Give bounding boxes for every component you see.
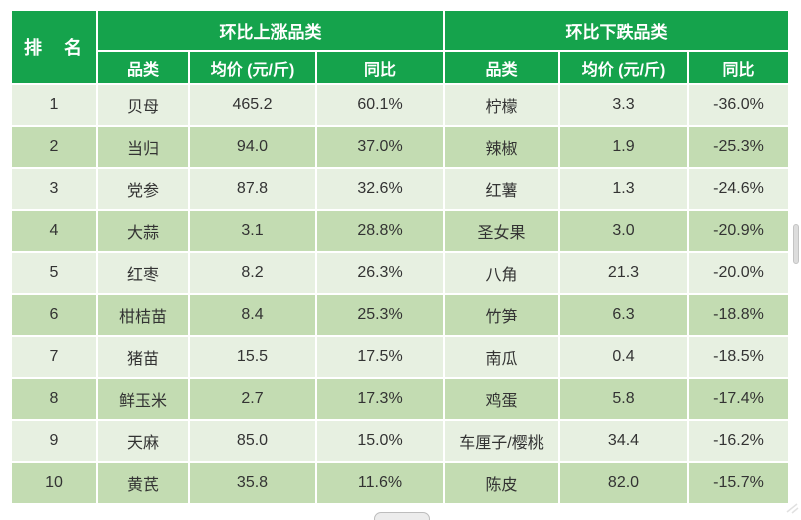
up-price-header: 均价 (元/斤)	[190, 52, 315, 83]
table-row: 7 猪苗 15.5 17.5% 南瓜 0.4 -18.5%	[12, 337, 788, 377]
up-category-cell: 黄芪	[98, 463, 188, 503]
down-price-cell: 5.8	[560, 379, 687, 419]
down-yoy-header: 同比	[689, 52, 788, 83]
price-comparison-table: 排 名 环比上涨品类 环比下跌品类 品类 均价 (元/斤) 同比 品类 均价 (…	[10, 9, 790, 505]
up-yoy-header: 同比	[317, 52, 443, 83]
up-price-cell: 2.7	[190, 379, 315, 419]
up-yoy-cell: 11.6%	[317, 463, 443, 503]
up-price-cell: 8.4	[190, 295, 315, 335]
down-category-cell: 陈皮	[445, 463, 558, 503]
up-category-cell: 贝母	[98, 85, 188, 125]
down-yoy-cell: -25.3%	[689, 127, 788, 167]
down-category-cell: 红薯	[445, 169, 558, 209]
rank-cell: 8	[12, 379, 96, 419]
up-category-cell: 天麻	[98, 421, 188, 461]
up-category-cell: 红枣	[98, 253, 188, 293]
up-category-cell: 当归	[98, 127, 188, 167]
down-category-cell: 圣女果	[445, 211, 558, 251]
down-category-cell: 八角	[445, 253, 558, 293]
up-yoy-cell: 15.0%	[317, 421, 443, 461]
table-row: 6 柑桔苗 8.4 25.3% 竹笋 6.3 -18.8%	[12, 295, 788, 335]
down-yoy-cell: -18.8%	[689, 295, 788, 335]
rank-cell: 6	[12, 295, 96, 335]
rank-cell: 10	[12, 463, 96, 503]
horizontal-scrollbar-thumb[interactable]	[374, 512, 430, 520]
down-category-cell: 辣椒	[445, 127, 558, 167]
up-yoy-cell: 37.0%	[317, 127, 443, 167]
down-price-cell: 0.4	[560, 337, 687, 377]
down-category-cell: 南瓜	[445, 337, 558, 377]
down-price-cell: 1.9	[560, 127, 687, 167]
table-row: 5 红枣 8.2 26.3% 八角 21.3 -20.0%	[12, 253, 788, 293]
down-price-cell: 3.0	[560, 211, 687, 251]
rank-cell: 3	[12, 169, 96, 209]
up-price-cell: 85.0	[190, 421, 315, 461]
up-price-cell: 15.5	[190, 337, 315, 377]
down-yoy-cell: -24.6%	[689, 169, 788, 209]
table-body: 1 贝母 465.2 60.1% 柠檬 3.3 -36.0% 2 当归 94.0 37.0% 辣椒 1.…	[12, 85, 788, 503]
down-price-cell: 82.0	[560, 463, 687, 503]
table-row: 4 大蒜 3.1 28.8% 圣女果 3.0 -20.9%	[12, 211, 788, 251]
down-price-cell: 21.3	[560, 253, 687, 293]
down-price-cell: 3.3	[560, 85, 687, 125]
down-category-cell: 鸡蛋	[445, 379, 558, 419]
down-price-cell: 34.4	[560, 421, 687, 461]
group-header-rising: 环比上涨品类	[98, 11, 443, 50]
down-category-header: 品类	[445, 52, 558, 83]
table-row: 9 天麻 85.0 15.0% 车厘子/樱桃 34.4 -16.2%	[12, 421, 788, 461]
down-yoy-cell: -20.9%	[689, 211, 788, 251]
rank-cell: 4	[12, 211, 96, 251]
up-yoy-cell: 32.6%	[317, 169, 443, 209]
up-yoy-cell: 28.8%	[317, 211, 443, 251]
up-yoy-cell: 26.3%	[317, 253, 443, 293]
down-yoy-cell: -15.7%	[689, 463, 788, 503]
up-price-cell: 94.0	[190, 127, 315, 167]
table-row: 10 黄芪 35.8 11.6% 陈皮 82.0 -15.7%	[12, 463, 788, 503]
down-category-cell: 柠檬	[445, 85, 558, 125]
down-price-header: 均价 (元/斤)	[560, 52, 687, 83]
rank-cell: 5	[12, 253, 96, 293]
up-price-cell: 465.2	[190, 85, 315, 125]
up-price-cell: 87.8	[190, 169, 315, 209]
up-price-cell: 35.8	[190, 463, 315, 503]
rank-cell: 1	[12, 85, 96, 125]
down-price-cell: 6.3	[560, 295, 687, 335]
vertical-scrollbar-thumb[interactable]	[793, 224, 799, 264]
table-row: 2 当归 94.0 37.0% 辣椒 1.9 -25.3%	[12, 127, 788, 167]
down-yoy-cell: -20.0%	[689, 253, 788, 293]
table-row: 8 鲜玉米 2.7 17.3% 鸡蛋 5.8 -17.4%	[12, 379, 788, 419]
rank-cell: 9	[12, 421, 96, 461]
up-price-cell: 3.1	[190, 211, 315, 251]
group-header-falling: 环比下跌品类	[445, 11, 788, 50]
up-category-cell: 猪苗	[98, 337, 188, 377]
up-category-cell: 柑桔苗	[98, 295, 188, 335]
down-yoy-cell: -17.4%	[689, 379, 788, 419]
down-yoy-cell: -36.0%	[689, 85, 788, 125]
up-category-header: 品类	[98, 52, 188, 83]
rank-column-header: 排 名	[12, 11, 96, 83]
table-row: 1 贝母 465.2 60.1% 柠檬 3.3 -36.0%	[12, 85, 788, 125]
up-yoy-cell: 60.1%	[317, 85, 443, 125]
up-category-cell: 大蒜	[98, 211, 188, 251]
up-category-cell: 鲜玉米	[98, 379, 188, 419]
up-yoy-cell: 17.5%	[317, 337, 443, 377]
down-price-cell: 1.3	[560, 169, 687, 209]
down-yoy-cell: -18.5%	[689, 337, 788, 377]
up-yoy-cell: 25.3%	[317, 295, 443, 335]
down-category-cell: 竹笋	[445, 295, 558, 335]
up-yoy-cell: 17.3%	[317, 379, 443, 419]
up-price-cell: 8.2	[190, 253, 315, 293]
resize-handle-icon	[786, 503, 799, 514]
down-category-cell: 车厘子/樱桃	[445, 421, 558, 461]
table-row: 3 党参 87.8 32.6% 红薯 1.3 -24.6%	[12, 169, 788, 209]
down-yoy-cell: -16.2%	[689, 421, 788, 461]
rank-cell: 7	[12, 337, 96, 377]
rank-cell: 2	[12, 127, 96, 167]
up-category-cell: 党参	[98, 169, 188, 209]
